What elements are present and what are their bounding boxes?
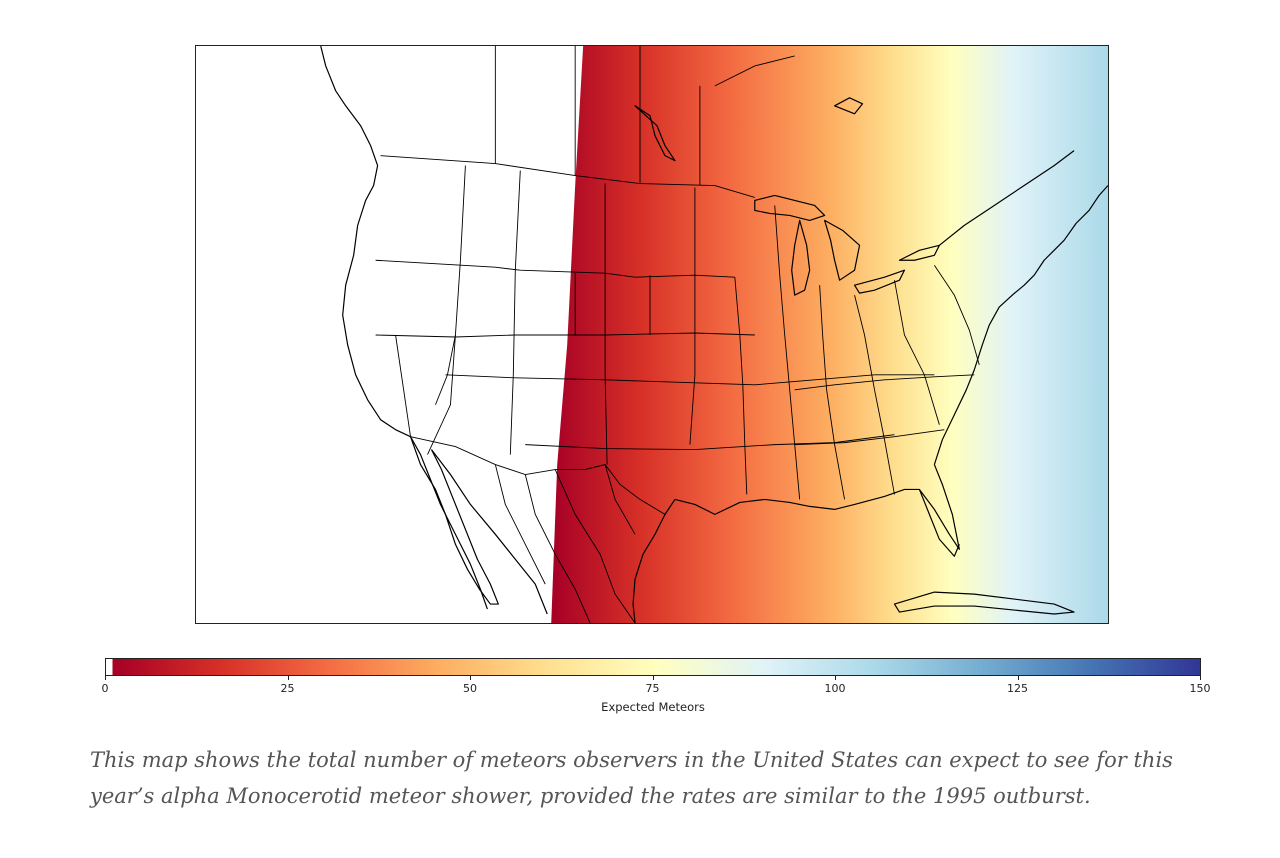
coastlines: [320, 46, 1108, 623]
map-graphic: [320, 46, 1108, 623]
colorbar-tick-label: 75: [645, 682, 660, 695]
colorbar-tick: [105, 676, 106, 680]
colorbar-tick-label: 50: [463, 682, 477, 695]
meteor-map: [195, 45, 1109, 624]
colorbar: 0 25 50 75 100 125 150 Expected Meteors: [101, 658, 1211, 718]
colorbar-tick: [470, 676, 471, 680]
colorbar-tick: [287, 676, 289, 680]
colorbar-tick: [1200, 676, 1201, 680]
colorbar-tick-label: 125: [1007, 682, 1028, 695]
colorbar-gradient: [105, 658, 1201, 676]
colorbar-tick-label: 150: [1189, 682, 1211, 695]
colorbar-label: Expected Meteors: [601, 700, 705, 714]
colorbar-tick-label: 0: [101, 682, 109, 695]
colorbar-tick: [835, 676, 836, 680]
meteor-shading: [551, 46, 1108, 623]
colorbar-tick-label: 100: [824, 682, 846, 695]
colorbar-tick-label: 25: [280, 682, 295, 695]
map-caption: This map shows the total number of meteo…: [90, 748, 1173, 808]
colorbar-tick: [652, 676, 654, 680]
colorbar-tick: [1017, 676, 1019, 680]
borders: [375, 46, 980, 623]
